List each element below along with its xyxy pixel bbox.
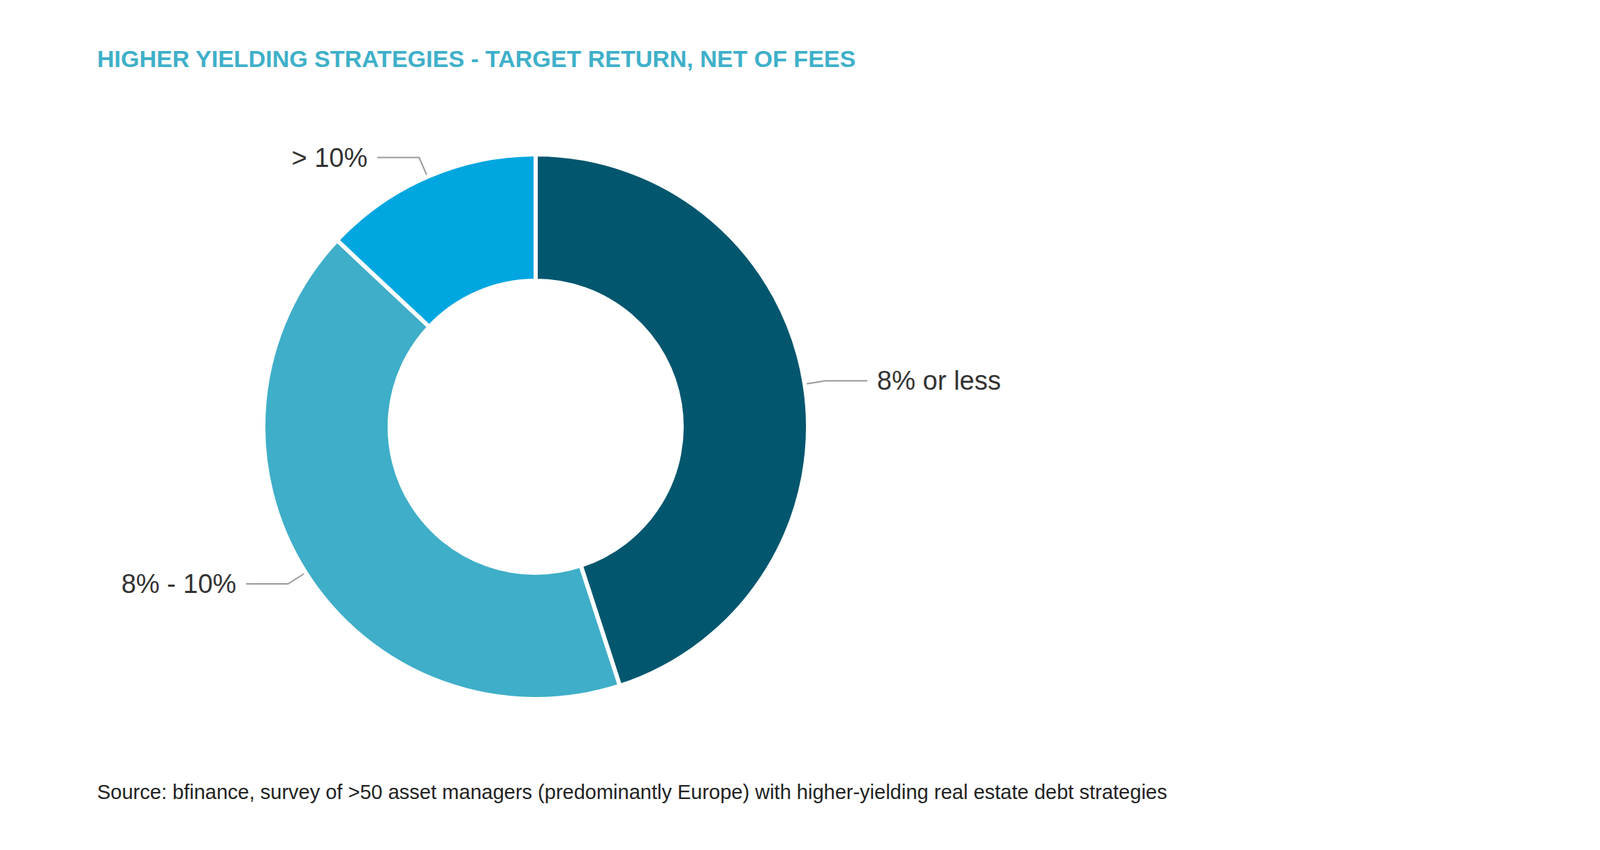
svg-text:Source: bfinance, survey of >5: Source: bfinance, survey of >50 asset ma… [97, 780, 1168, 804]
svg-text:> 10%: > 10% [291, 143, 368, 173]
svg-text:HIGHER YIELDING STRATEGIES - T: HIGHER YIELDING STRATEGIES - TARGET RETU… [97, 45, 856, 72]
svg-text:8% or less: 8% or less [877, 365, 1001, 396]
svg-text:8% - 10%: 8% - 10% [121, 569, 237, 599]
